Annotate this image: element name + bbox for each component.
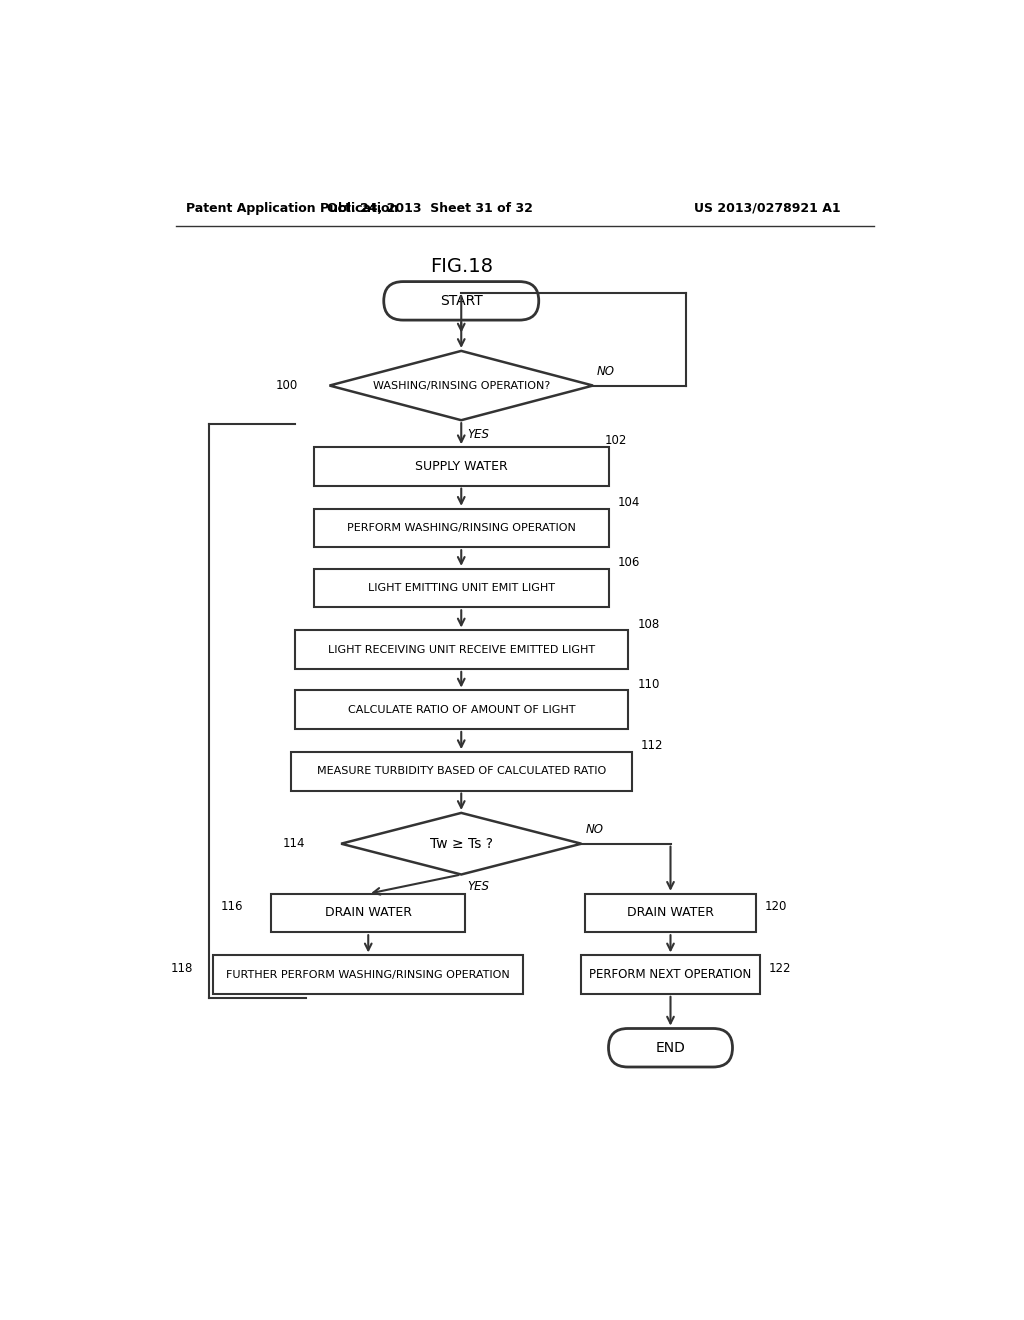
Text: DRAIN WATER: DRAIN WATER [325,907,412,920]
Text: 116: 116 [221,900,244,913]
Text: 110: 110 [637,677,659,690]
Text: NO: NO [586,824,603,837]
Text: 118: 118 [171,962,193,975]
Text: 104: 104 [617,496,640,510]
FancyBboxPatch shape [314,569,608,607]
Text: 100: 100 [275,379,298,392]
Text: MEASURE TURBIDITY BASED OF CALCULATED RATIO: MEASURE TURBIDITY BASED OF CALCULATED RA… [316,767,606,776]
Text: US 2013/0278921 A1: US 2013/0278921 A1 [693,202,841,215]
Text: FIG.18: FIG.18 [430,256,493,276]
Text: SUPPLY WATER: SUPPLY WATER [415,459,508,473]
Text: 106: 106 [617,556,640,569]
Text: Oct. 24, 2013  Sheet 31 of 32: Oct. 24, 2013 Sheet 31 of 32 [328,202,534,215]
FancyBboxPatch shape [295,690,628,729]
Text: WASHING/RINSING OPERATION?: WASHING/RINSING OPERATION? [373,380,550,391]
Text: LIGHT EMITTING UNIT EMIT LIGHT: LIGHT EMITTING UNIT EMIT LIGHT [368,583,555,593]
Text: 112: 112 [641,739,664,752]
FancyBboxPatch shape [384,281,539,321]
Text: LIGHT RECEIVING UNIT RECEIVE EMITTED LIGHT: LIGHT RECEIVING UNIT RECEIVE EMITTED LIG… [328,644,595,655]
Text: FURTHER PERFORM WASHING/RINSING OPERATION: FURTHER PERFORM WASHING/RINSING OPERATIO… [226,970,510,979]
FancyBboxPatch shape [314,508,608,548]
FancyBboxPatch shape [271,894,465,932]
Text: YES: YES [467,428,489,441]
FancyBboxPatch shape [586,894,756,932]
Polygon shape [341,813,582,874]
Text: START: START [440,294,482,308]
FancyBboxPatch shape [608,1028,732,1067]
Text: 102: 102 [604,434,627,447]
Text: DRAIN WATER: DRAIN WATER [627,907,714,920]
Text: 122: 122 [769,962,792,975]
Polygon shape [330,351,593,420]
Text: PERFORM NEXT OPERATION: PERFORM NEXT OPERATION [590,968,752,981]
FancyBboxPatch shape [582,956,760,994]
Text: CALCULATE RATIO OF AMOUNT OF LIGHT: CALCULATE RATIO OF AMOUNT OF LIGHT [347,705,575,714]
Text: 120: 120 [765,900,787,913]
Text: Patent Application Publication: Patent Application Publication [186,202,398,215]
Text: 114: 114 [283,837,305,850]
FancyBboxPatch shape [291,752,632,791]
Text: 108: 108 [637,618,659,631]
Text: NO: NO [597,366,614,379]
FancyBboxPatch shape [295,631,628,669]
FancyBboxPatch shape [314,447,608,486]
Text: END: END [655,1040,685,1055]
Text: YES: YES [467,879,489,892]
FancyBboxPatch shape [213,956,523,994]
Text: Tw ≥ Ts ?: Tw ≥ Ts ? [430,837,493,850]
Text: PERFORM WASHING/RINSING OPERATION: PERFORM WASHING/RINSING OPERATION [347,523,575,533]
